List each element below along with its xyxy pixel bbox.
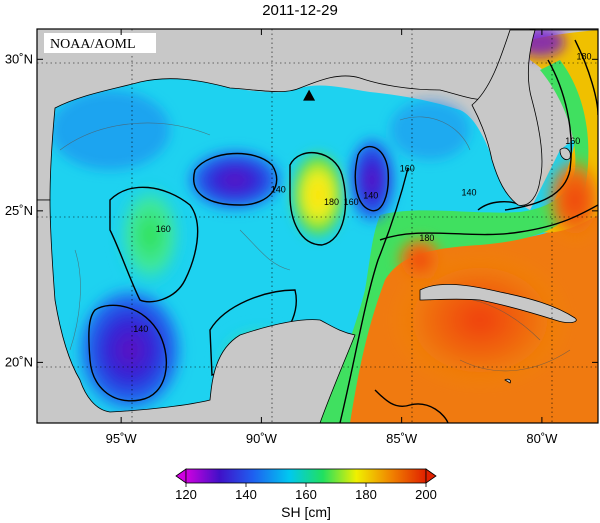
contour-value-label: 140 (363, 191, 378, 201)
contour-value-label: 140 (271, 185, 286, 195)
contour-value-label: 160 (400, 163, 415, 173)
lat-tick-label: 25˚N (5, 203, 33, 218)
lon-tick-label: 95˚W (106, 431, 138, 446)
florida-peninsula (471, 29, 543, 206)
contour-value-label: 160 (156, 224, 171, 234)
contour-value-label: 160 (344, 197, 359, 207)
contour-180-loop (339, 167, 409, 423)
contour-140-east (354, 145, 389, 212)
lon-tick-label: 90˚W (246, 431, 278, 446)
cayman (504, 378, 511, 384)
contour-value-label: 140 (133, 324, 148, 334)
lon-tick-label: 80˚W (526, 431, 558, 446)
colorbar-tick-label: 140 (235, 487, 257, 502)
contour-value-label: 180 (419, 233, 434, 243)
contour-value-label: 140 (461, 188, 476, 198)
contour-180-south (374, 389, 449, 423)
axis-ticks (37, 29, 598, 423)
contour-160-west (109, 186, 199, 303)
graticule (37, 29, 598, 423)
colorbar-tick-label: 180 (355, 487, 377, 502)
colorbar-min-arrow (175, 468, 187, 484)
contour-160-center (289, 151, 347, 246)
plot-frame (36, 28, 599, 424)
loop-current-band (320, 60, 589, 423)
contour-140-center (193, 152, 278, 206)
colorbar-tick-label: 160 (295, 487, 317, 502)
lon-tick-label: 85˚W (386, 431, 418, 446)
contour-140-west (88, 304, 167, 402)
colorbar-tick-label: 120 (175, 487, 197, 502)
contour-labels: 140 160 180 160 140 160 180 140 140 160 180 (133, 51, 591, 334)
cuba (419, 283, 577, 324)
contour-160-florida (504, 59, 572, 211)
axis-labels: 95˚W 90˚W 85˚W 80˚W 30˚N 25˚N 20˚N (5, 51, 558, 446)
colorbar-unit-label: SH [cm] (281, 504, 331, 520)
bahamas (559, 147, 571, 160)
contour-value-label: 180 (324, 197, 339, 207)
map-plot-area: 140 160 180 160 140 160 180 140 140 160 180 (37, 29, 598, 423)
colorbar-tick-label: 200 (415, 487, 437, 502)
colorbar-ticks: 120 140 160 180 200 (175, 483, 437, 502)
credit-box (44, 33, 156, 53)
contour-value-label: 160 (565, 136, 580, 146)
lat-tick-label: 30˚N (5, 51, 33, 66)
map-title: 2011-12-29 (262, 2, 338, 19)
colorbar-max-arrow (425, 468, 437, 484)
buoy-marker-triangle (303, 89, 316, 101)
credit-label: NOAA/AOML (50, 37, 136, 52)
colorbar-ramp (185, 468, 427, 484)
lat-tick-label: 20˚N (5, 354, 33, 369)
contour-value-label: 180 (576, 51, 591, 61)
contour-180-caribbean (379, 204, 598, 241)
colorbar: 120 140 160 180 200 SH [cm] (175, 468, 437, 520)
